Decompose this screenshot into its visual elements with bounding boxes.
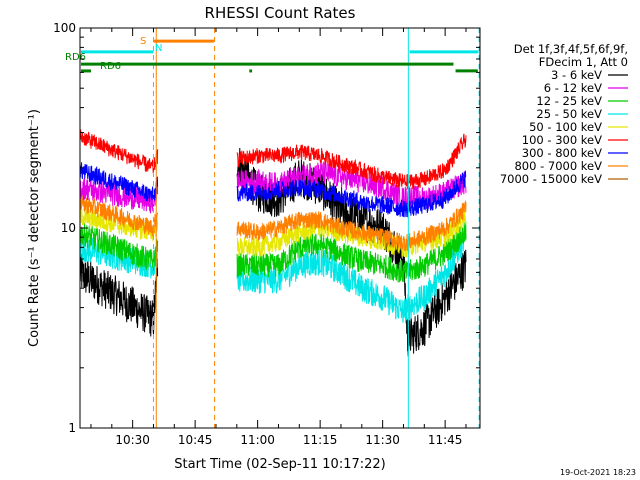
legend-header-line-1: Det 1f,3f,4f,5f,6f,9f, — [514, 42, 628, 56]
footer-timestamp: 19-Oct-2021 18:23 — [560, 468, 636, 477]
series-line-segment-1 — [79, 253, 159, 337]
series-12-25-kev — [79, 221, 467, 283]
x-tick-label: 11:45 — [428, 433, 463, 447]
y-tick-label: 10 — [61, 221, 76, 235]
chart-title: RHESSI Count Rates — [205, 4, 356, 22]
legend-label: 25 - 50 keV — [536, 107, 602, 121]
x-tick-label: 11:15 — [303, 433, 338, 447]
series-line-segment-2 — [236, 133, 467, 190]
series-line-segment-1 — [79, 177, 159, 214]
series-line-segment-2 — [236, 221, 467, 283]
legend-label: 6 - 12 keV — [544, 81, 602, 95]
series-line-segment-1 — [79, 129, 159, 174]
series-line-segment-1 — [79, 207, 159, 242]
legend-header-line-2: FDecim 1, Att 0 — [539, 55, 628, 69]
series-800-7000-kev — [79, 194, 467, 252]
series-line-segment-2 — [236, 147, 467, 357]
series-line-segment-2 — [236, 170, 467, 218]
series-line-segment-1 — [79, 162, 159, 202]
x-axis-label: Start Time (02-Sep-11 10:17:22) — [174, 457, 385, 472]
y-tick-label: 1 — [68, 421, 76, 435]
series-300-800-kev — [79, 162, 467, 218]
legend: Det 1f,3f,4f,5f,6f,9f, FDecim 1, Att 0 3… — [500, 42, 628, 186]
status-label-rd6-b: RD6 — [100, 61, 121, 72]
legend-label: 3 - 6 keV — [551, 68, 602, 82]
series-line-segment-2 — [236, 225, 467, 324]
legend-label: 12 - 25 keV — [536, 94, 602, 108]
legend-label: 100 - 300 keV — [522, 133, 602, 147]
x-tick-label: 11:00 — [240, 433, 275, 447]
series-line-segment-1 — [79, 194, 159, 237]
x-tick-label: 10:45 — [178, 433, 213, 447]
status-label-rd6-a: RD6 — [65, 52, 86, 63]
y-tick-label: 100 — [53, 21, 76, 35]
legend-label: 300 - 800 keV — [522, 146, 602, 160]
plot-area: SN RD6 RD6 1 10 100 10:30 10:45 11:00 11:15 11:30 1… — [53, 21, 481, 447]
status-label-s: S — [140, 36, 146, 47]
x-tick-label: 11:30 — [365, 433, 400, 447]
x-tick-label: 10:30 — [115, 433, 150, 447]
series-100-300-kev — [79, 129, 467, 190]
legend-label: 50 - 100 keV — [529, 120, 602, 134]
status-label-n: N — [155, 43, 162, 54]
series-line-segment-2 — [236, 200, 467, 252]
series-line-segment-1 — [79, 222, 159, 273]
legend-label: 7000 - 15000 keV — [500, 172, 602, 186]
legend-label: 800 - 7000 keV — [514, 159, 602, 173]
y-axis-label: Count Rate (s⁻¹ detector segment⁻¹) — [27, 109, 42, 347]
series-3-6-kev — [79, 147, 467, 357]
